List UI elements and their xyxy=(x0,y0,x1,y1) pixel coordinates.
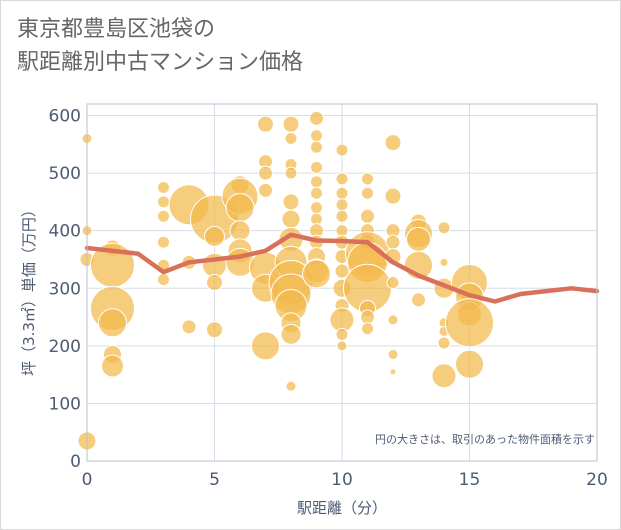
y-tick-label: 600 xyxy=(49,107,81,127)
data-bubble xyxy=(361,322,374,336)
data-bubble xyxy=(282,115,300,133)
data-bubble xyxy=(157,273,170,287)
data-bubble xyxy=(251,331,280,361)
y-axis-label: 坪（3.3㎡）単価（万円） xyxy=(20,202,38,376)
data-bubble xyxy=(284,166,298,180)
data-bubble xyxy=(204,225,225,247)
x-axis-label: 駅距離（分） xyxy=(297,499,387,517)
data-bubble xyxy=(360,208,375,224)
data-bubble xyxy=(302,259,331,289)
y-tick-label: 0 xyxy=(70,452,81,472)
data-bubble xyxy=(384,187,402,205)
y-tick-label: 200 xyxy=(49,337,81,357)
data-bubble xyxy=(335,327,349,341)
y-tick-labels: 0 100 200 300 400 500 600 xyxy=(49,107,81,472)
x-tick-label: 5 xyxy=(209,470,220,490)
data-bubble xyxy=(280,323,302,345)
data-bubble xyxy=(309,110,324,126)
data-bubble xyxy=(389,368,397,376)
data-bubble xyxy=(335,172,349,186)
data-bubble xyxy=(257,115,274,133)
data-bubble xyxy=(384,134,402,152)
data-bubble xyxy=(258,165,273,181)
trend-layer xyxy=(84,232,600,304)
data-bubble xyxy=(258,182,273,198)
data-bubble xyxy=(431,363,457,389)
chart-title: 東京都豊島区池袋の 駅距離別中古マンション価格 xyxy=(17,13,303,79)
data-bubble xyxy=(310,140,323,154)
axis-frame xyxy=(86,103,598,462)
average-price-line xyxy=(84,232,600,304)
data-bubble xyxy=(225,193,255,223)
data-bubble xyxy=(361,186,374,200)
x-tick-label: 10 xyxy=(331,470,353,490)
data-bubble xyxy=(281,209,301,229)
data-bubble xyxy=(157,180,170,194)
data-bubble xyxy=(335,186,349,200)
data-bubble xyxy=(335,198,349,212)
data-bubble xyxy=(411,292,426,308)
chart-title-line-2: 駅距離別中古マンション価格 xyxy=(17,50,304,75)
data-bubble xyxy=(386,276,400,289)
data-bubble xyxy=(387,348,399,360)
data-bubble xyxy=(157,195,170,209)
x-tick-labels: 0 5 10 15 20 xyxy=(82,470,608,490)
x-tick-label: 15 xyxy=(459,470,481,490)
chart-title-line-1: 東京都豊島区池袋の xyxy=(17,17,216,42)
data-bubble xyxy=(439,257,449,267)
data-bubble xyxy=(310,201,323,215)
data-bubble xyxy=(445,298,494,348)
bubble-layer xyxy=(77,110,494,451)
data-bubble xyxy=(157,235,170,249)
data-bubble xyxy=(98,308,127,338)
plot-border xyxy=(86,103,598,462)
size-annotation: 円の大きさは、取引のあった物件面積を示す xyxy=(375,432,595,446)
data-bubble xyxy=(206,321,223,339)
data-bubble xyxy=(282,193,300,211)
data-bubble xyxy=(181,319,197,335)
y-tick-label: 400 xyxy=(49,222,81,242)
data-bubble xyxy=(101,354,124,378)
y-tick-label: 500 xyxy=(49,164,81,184)
data-bubble xyxy=(285,380,297,392)
data-bubble xyxy=(310,175,323,189)
data-bubble xyxy=(229,220,251,242)
data-bubble xyxy=(310,160,323,174)
data-bubble xyxy=(206,274,223,291)
data-bubble xyxy=(310,186,323,200)
data-bubble xyxy=(310,129,323,143)
y-tick-label: 100 xyxy=(49,394,81,414)
x-tick-label: 0 xyxy=(82,470,93,490)
data-bubble xyxy=(284,132,298,146)
data-bubble xyxy=(455,349,484,379)
y-tick-label: 300 xyxy=(49,279,81,299)
data-bubble xyxy=(157,209,170,223)
data-bubble xyxy=(360,309,375,325)
data-bubble xyxy=(335,143,349,157)
data-bubble xyxy=(387,314,399,326)
data-bubble xyxy=(361,172,374,186)
data-bubble xyxy=(406,226,431,252)
x-tick-label: 20 xyxy=(586,470,608,490)
data-bubble xyxy=(336,340,348,352)
data-bubble xyxy=(335,209,349,223)
data-bubble xyxy=(437,221,451,235)
data-bubble xyxy=(385,234,401,250)
data-bubble xyxy=(437,336,451,350)
